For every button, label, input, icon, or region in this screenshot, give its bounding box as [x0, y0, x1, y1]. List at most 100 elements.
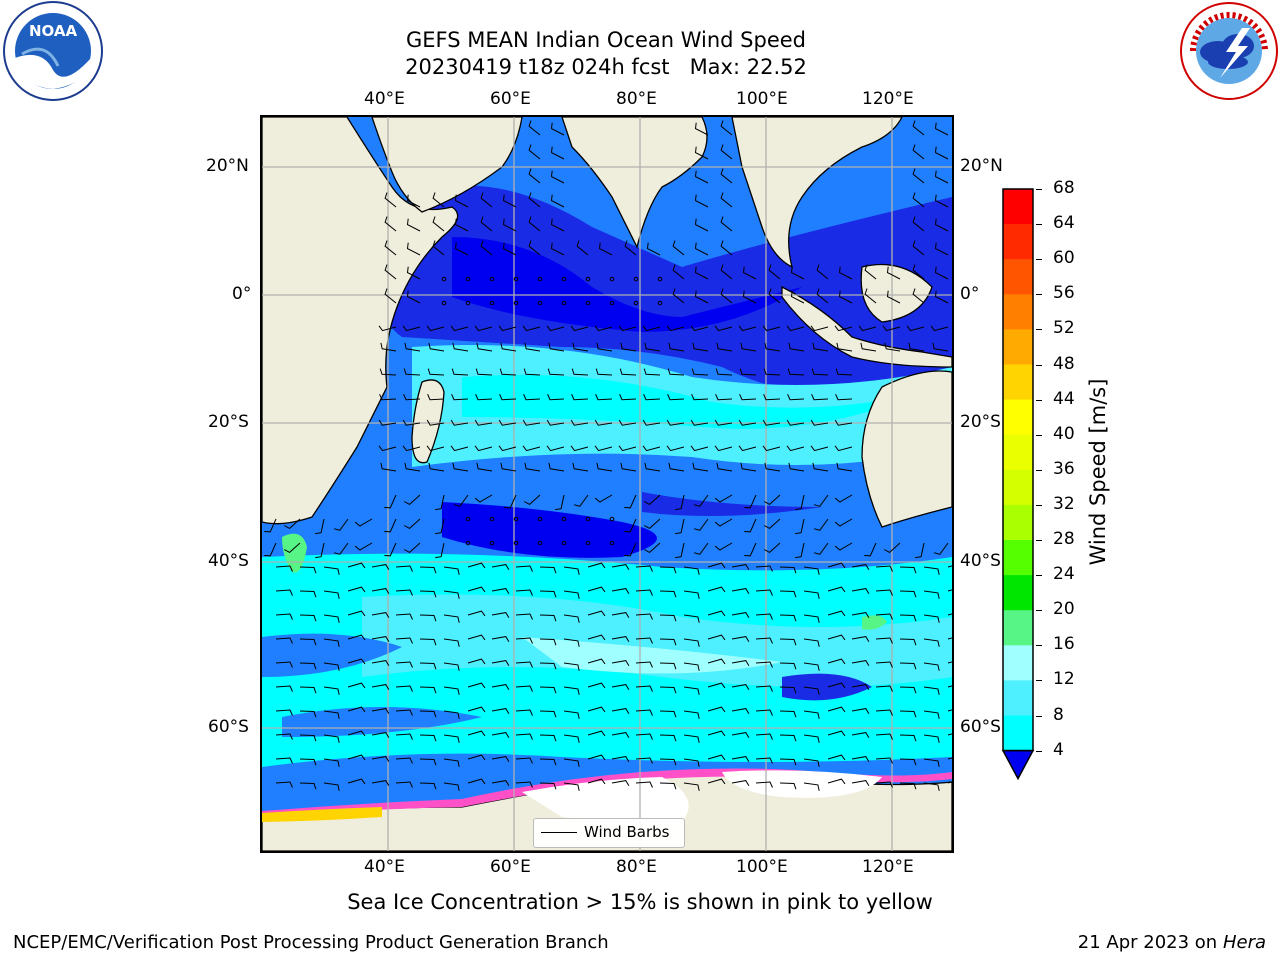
wind-barb: [720, 264, 733, 280]
wind-barb: [693, 518, 709, 531]
wind-barb: [835, 368, 853, 376]
wind-barb: [384, 494, 397, 509]
wind-barb: [432, 240, 445, 256]
noaa-logo: NOAA: [2, 0, 104, 106]
colorbar-tick-mark: [1036, 575, 1042, 577]
wind-barb: [694, 218, 709, 232]
wind-barb: [524, 342, 541, 352]
wind-barb: [755, 661, 773, 668]
wind-barb: [659, 734, 677, 742]
wind-barb: [714, 494, 733, 503]
colorbar-segment: [1003, 540, 1033, 576]
wind-barb: [786, 445, 805, 452]
wind-barb: [347, 562, 366, 569]
wind-barb: [779, 758, 797, 766]
colorbar-tick-label: 64: [1053, 213, 1075, 234]
wind-barb: [548, 462, 565, 472]
wind-barb: [546, 419, 565, 426]
wind-barb: [642, 325, 661, 332]
wind-barb: [299, 734, 317, 742]
lon-label-bottom: 80°E: [616, 857, 657, 877]
wind-barb: [835, 394, 853, 401]
wind-barb: [635, 685, 653, 692]
wind-barb: [275, 781, 293, 788]
wind-barb: [474, 419, 493, 426]
colorbar-segment: [1003, 364, 1033, 401]
wind-barb: [395, 613, 413, 620]
wind-barb: [899, 614, 917, 622]
wind-barb: [454, 242, 469, 256]
wind-barb: [432, 216, 445, 232]
wind-barb: [731, 564, 750, 570]
wind-barb-calm: [537, 300, 543, 306]
wind-barb: [707, 778, 726, 785]
wind-barb-calm: [537, 516, 543, 522]
wind-barb: [547, 368, 565, 376]
wind-barb: [644, 342, 661, 352]
sea-ice-caption: Sea Ice Concentration > 15% is shown in …: [347, 890, 933, 914]
wind-barb: [570, 445, 589, 452]
wind-barb: [827, 634, 846, 641]
wind-barb: [744, 494, 757, 509]
wind-barb: [547, 394, 565, 401]
wind-barb: [443, 734, 460, 743]
wind-barb: [693, 542, 709, 555]
wind-barb-calm: [489, 516, 495, 522]
wind-barb: [827, 586, 846, 593]
wind-barb-calm: [561, 516, 567, 522]
wind-barb: [570, 419, 589, 426]
wind-barb: [731, 588, 750, 594]
wind-barb: [755, 589, 773, 596]
wind-barb: [795, 494, 805, 511]
lon-label-bottom: 40°E: [364, 857, 405, 877]
wind-barb-calm: [537, 540, 543, 546]
colorbar-segment: [1003, 469, 1033, 506]
wind-barb: [707, 754, 726, 761]
wind-barb: [768, 288, 781, 304]
wind-barb: [587, 730, 606, 737]
wind-barb: [851, 660, 870, 666]
lon-label-top: 40°E: [364, 89, 405, 109]
wind-barb: [563, 638, 580, 647]
wind-barb: [923, 710, 940, 719]
wind-barb: [427, 394, 445, 401]
map-title: GEFS MEAN Indian Ocean Wind Speed: [405, 28, 807, 52]
wind-barb: [406, 290, 421, 304]
wind-barb: [827, 658, 846, 665]
wind-barb: [378, 325, 397, 332]
wind-barb: [675, 518, 685, 535]
wind-barb: [480, 216, 493, 232]
wind-barb: [450, 445, 469, 452]
wind-barb: [691, 368, 709, 376]
wind-barb: [851, 636, 870, 642]
wind-barb: [864, 264, 877, 280]
wind-barb: [763, 394, 781, 401]
wind-barb: [395, 733, 413, 740]
wind-barb: [851, 780, 870, 786]
footer-host: Hera: [1222, 932, 1266, 953]
wind-barb: [323, 590, 340, 599]
wind-barb: [779, 734, 797, 742]
wind-barb: [419, 686, 437, 694]
wind-barb-calm: [633, 300, 639, 306]
wind-barb: [371, 660, 390, 666]
wind-barb: [668, 462, 685, 472]
wind-barb: [570, 325, 589, 332]
wind-barb: [371, 732, 390, 738]
wind-barb: [716, 342, 733, 352]
wind-barb: [347, 706, 366, 713]
wind-barb: [539, 758, 557, 766]
wind-barb: [573, 494, 589, 507]
wind-barb: [764, 342, 781, 352]
wind-barb: [666, 325, 685, 332]
wind-barb: [739, 368, 757, 376]
wind-barb: [474, 325, 493, 332]
wind-barbs: [264, 120, 952, 791]
footer-organization: NCEP/EMC/Verification Post Processing Pr…: [13, 932, 609, 953]
wind-barb: [875, 661, 893, 668]
wind-barb: [371, 756, 390, 762]
wind-barb: [667, 394, 685, 401]
wind-barb: [635, 637, 653, 644]
wind-barb: [683, 638, 700, 647]
colorbar-segment: [1003, 399, 1033, 436]
